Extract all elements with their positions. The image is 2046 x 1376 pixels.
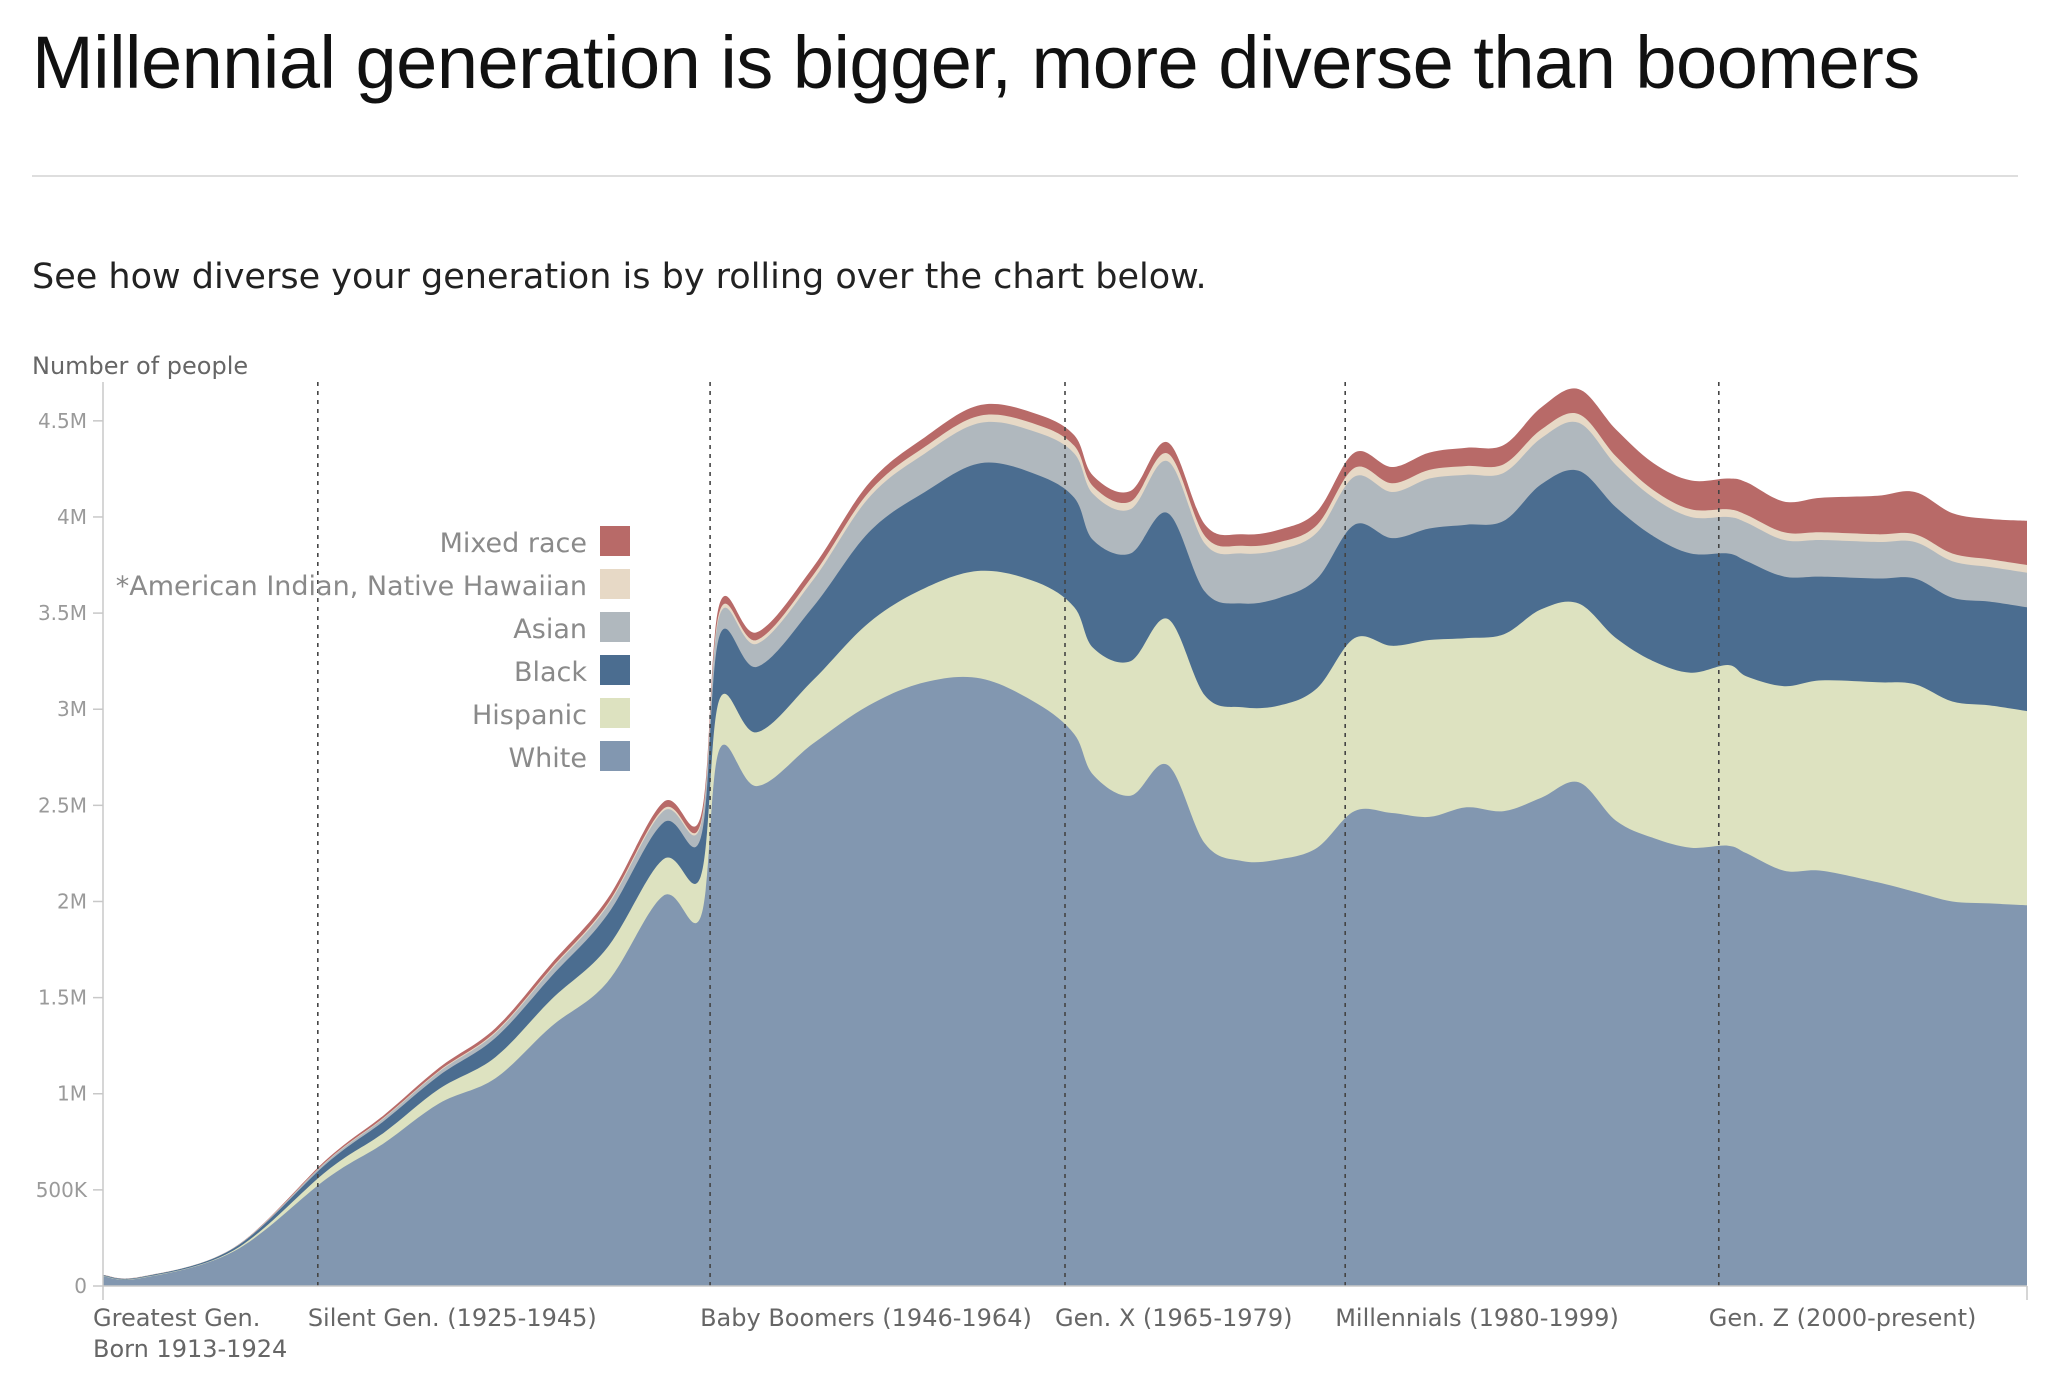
page-title: Millennial generation is bigger, more di… [32,21,1920,104]
generation-label: Silent Gen. (1925-1945) [308,1304,597,1332]
legend-item-american-indian-native-hawaiian: *American Indian, Native Hawaiian [116,569,630,602]
legend-swatch [600,612,630,642]
y-tick-label: 500K [36,1178,88,1202]
area-layers [103,388,2027,1287]
chart-subtitle: See how diverse your generation is by ro… [32,257,1207,297]
generation-label-years: Born 1913-1924 [93,1335,287,1360]
generation-label: Greatest Gen. [93,1304,260,1332]
legend-label: Black [514,657,587,688]
legend-item-white: White [508,741,630,774]
generation-label: Millennials (1980-1999) [1335,1304,1619,1332]
y-tick-label: 4M [57,505,87,529]
axes: 0 500K 1M 1.5M 2M 2.5M 3M 3.5M 4M 4.5M Greatest Ge… [36,382,2028,1360]
area-white[interactable] [103,676,2027,1286]
legend-swatch [600,526,630,556]
legend-label: Hispanic [472,700,587,731]
legend-item-asian: Asian [513,612,630,645]
legend-item-black: Black [514,655,630,688]
title-divider [32,175,2018,177]
stacked-area-chart[interactable]: Number of people 0 500K 1M 1.5M 2M 2.5M 3M 3.5M… [0,340,2046,1360]
legend-label: Mixed race [440,528,587,559]
y-tick-label: 3.5M [38,601,87,625]
legend-item-mixed-race: Mixed race [440,526,630,559]
legend-swatch [600,569,630,599]
y-tick-label: 3M [57,697,87,721]
y-tick-label: 0 [74,1274,87,1298]
y-tick-label: 1M [57,1082,87,1106]
legend-swatch [600,698,630,728]
chart-legend: Mixed race *American Indian, Native Hawai… [116,526,630,774]
legend-label: *American Indian, Native Hawaiian [116,571,587,602]
generation-label: Gen. Z (2000-present) [1709,1304,1977,1332]
legend-swatch [600,655,630,685]
generation-dividers [317,382,1720,1286]
generation-label: Baby Boomers (1946-1964) [700,1304,1032,1332]
legend-swatch [600,741,630,771]
generation-label: Gen. X (1965-1979) [1055,1304,1292,1332]
y-tick-label: 1.5M [38,986,87,1010]
legend-label: Asian [513,614,587,645]
legend-label: White [508,743,587,774]
y-tick-label: 2M [57,889,87,913]
y-axis-label: Number of people [32,352,248,380]
y-tick-label: 2.5M [38,793,87,817]
y-tick-label: 4.5M [38,409,87,433]
legend-item-hispanic: Hispanic [472,698,630,731]
